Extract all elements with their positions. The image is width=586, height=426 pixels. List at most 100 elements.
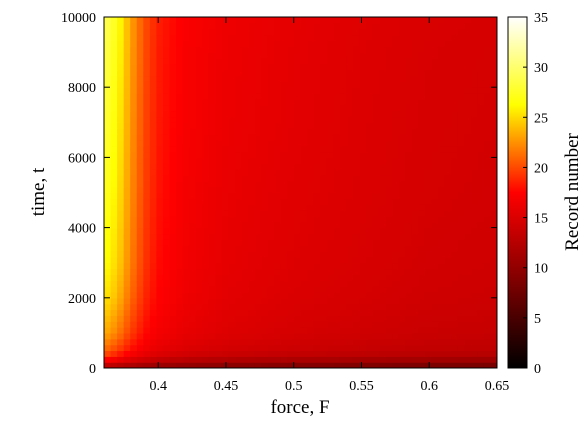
- heatmap-cell: [431, 34, 439, 41]
- heatmap-cell: [221, 139, 230, 147]
- heatmap-cell: [189, 151, 197, 158]
- heatmap-cell: [431, 22, 439, 30]
- heatmap-cell: [326, 57, 334, 65]
- heatmap-cell: [287, 34, 295, 41]
- heatmap-cell: [117, 204, 125, 211]
- heatmap-cell: [267, 104, 275, 112]
- colorbar-tick-label: 15: [534, 212, 548, 227]
- heatmap-cell: [372, 210, 380, 217]
- heatmap-cell: [156, 186, 164, 194]
- heatmap-cell: [372, 297, 380, 305]
- heatmap-cell: [208, 40, 216, 47]
- heatmap-cell: [339, 321, 347, 328]
- heatmap-cell: [326, 157, 334, 164]
- heatmap-cell: [339, 303, 347, 311]
- heatmap-cell: [110, 286, 118, 293]
- heatmap-cell: [117, 297, 125, 305]
- heatmap-cell: [169, 151, 177, 158]
- heatmap-cell: [136, 210, 144, 217]
- heatmap-cell: [136, 169, 144, 176]
- heatmap-cell: [123, 227, 131, 235]
- heatmap-cell: [189, 251, 197, 258]
- heatmap-cell: [379, 251, 387, 258]
- heatmap-cell: [221, 303, 230, 311]
- heatmap-cell: [379, 192, 387, 199]
- heatmap-cell: [228, 22, 236, 30]
- heatmap-cell: [189, 350, 197, 357]
- heatmap-cell: [169, 104, 177, 112]
- heatmap-cell: [130, 157, 138, 164]
- heatmap-cell: [293, 104, 302, 112]
- heatmap-cell: [104, 233, 112, 240]
- heatmap-cell: [339, 169, 347, 176]
- heatmap-cell: [241, 93, 249, 100]
- heatmap-cell: [202, 186, 210, 194]
- heatmap-cell: [300, 286, 308, 293]
- heatmap-cell: [418, 139, 426, 147]
- heatmap-cell: [221, 69, 230, 77]
- heatmap-cell: [195, 198, 203, 205]
- heatmap-cell: [438, 93, 446, 100]
- heatmap-cell: [326, 174, 334, 182]
- heatmap-cell: [326, 69, 334, 77]
- heatmap-cell: [274, 180, 282, 188]
- heatmap-cell: [372, 63, 380, 71]
- heatmap-cell: [235, 186, 243, 194]
- heatmap-cell: [359, 356, 367, 363]
- heatmap-cell: [379, 198, 387, 205]
- heatmap-cell: [339, 69, 347, 77]
- heatmap-cell: [162, 198, 171, 205]
- heatmap-cell: [366, 286, 374, 293]
- heatmap-cell: [287, 297, 295, 305]
- heatmap-cell: [490, 93, 497, 100]
- heatmap-cell: [248, 128, 256, 135]
- heatmap-cell: [241, 274, 249, 281]
- heatmap-cell: [333, 332, 341, 340]
- heatmap-cell: [300, 75, 308, 82]
- heatmap-cell: [372, 139, 380, 147]
- heatmap-cell: [267, 291, 275, 299]
- heatmap-cell: [431, 256, 439, 264]
- heatmap-cell: [411, 169, 419, 176]
- heatmap-cell: [104, 251, 112, 258]
- heatmap-cell: [379, 134, 387, 141]
- heatmap-cell: [307, 52, 315, 59]
- heatmap-cell: [162, 174, 171, 182]
- heatmap-cell: [261, 186, 269, 194]
- x-tick-label: 0.65: [485, 379, 510, 394]
- heatmap-cell: [149, 332, 157, 340]
- heatmap-cell: [313, 204, 321, 211]
- heatmap-cell: [451, 256, 459, 264]
- heatmap-cell: [424, 327, 433, 334]
- heatmap-cell: [261, 69, 269, 77]
- heatmap-cell: [221, 186, 230, 194]
- heatmap-cell: [392, 245, 400, 252]
- heatmap-cell: [104, 356, 112, 363]
- heatmap-cell: [398, 186, 406, 194]
- heatmap-cell: [123, 233, 131, 240]
- heatmap-cell: [451, 356, 459, 363]
- heatmap-cell: [333, 34, 341, 41]
- heatmap-cell: [241, 180, 249, 188]
- heatmap-cell: [149, 268, 157, 275]
- heatmap-cell: [228, 151, 236, 158]
- heatmap-cell: [326, 46, 334, 53]
- heatmap-cell: [379, 321, 387, 328]
- heatmap-cell: [202, 245, 210, 252]
- heatmap-cell: [411, 338, 419, 346]
- heatmap-cell: [248, 87, 256, 94]
- heatmap-cell: [490, 356, 497, 363]
- heatmap-cell: [379, 291, 387, 299]
- heatmap-cell: [307, 22, 315, 30]
- heatmap-cell: [385, 157, 393, 164]
- colorbar-tick-label: 0: [534, 362, 541, 377]
- heatmap-cell: [346, 239, 354, 246]
- heatmap-cell: [339, 198, 347, 205]
- heatmap-cell: [202, 309, 210, 316]
- heatmap-cell: [483, 215, 492, 223]
- heatmap-cell: [267, 344, 275, 352]
- heatmap-cell: [438, 338, 446, 346]
- heatmap-cell: [431, 169, 439, 176]
- heatmap-cell: [470, 221, 478, 229]
- heatmap-cell: [457, 93, 465, 100]
